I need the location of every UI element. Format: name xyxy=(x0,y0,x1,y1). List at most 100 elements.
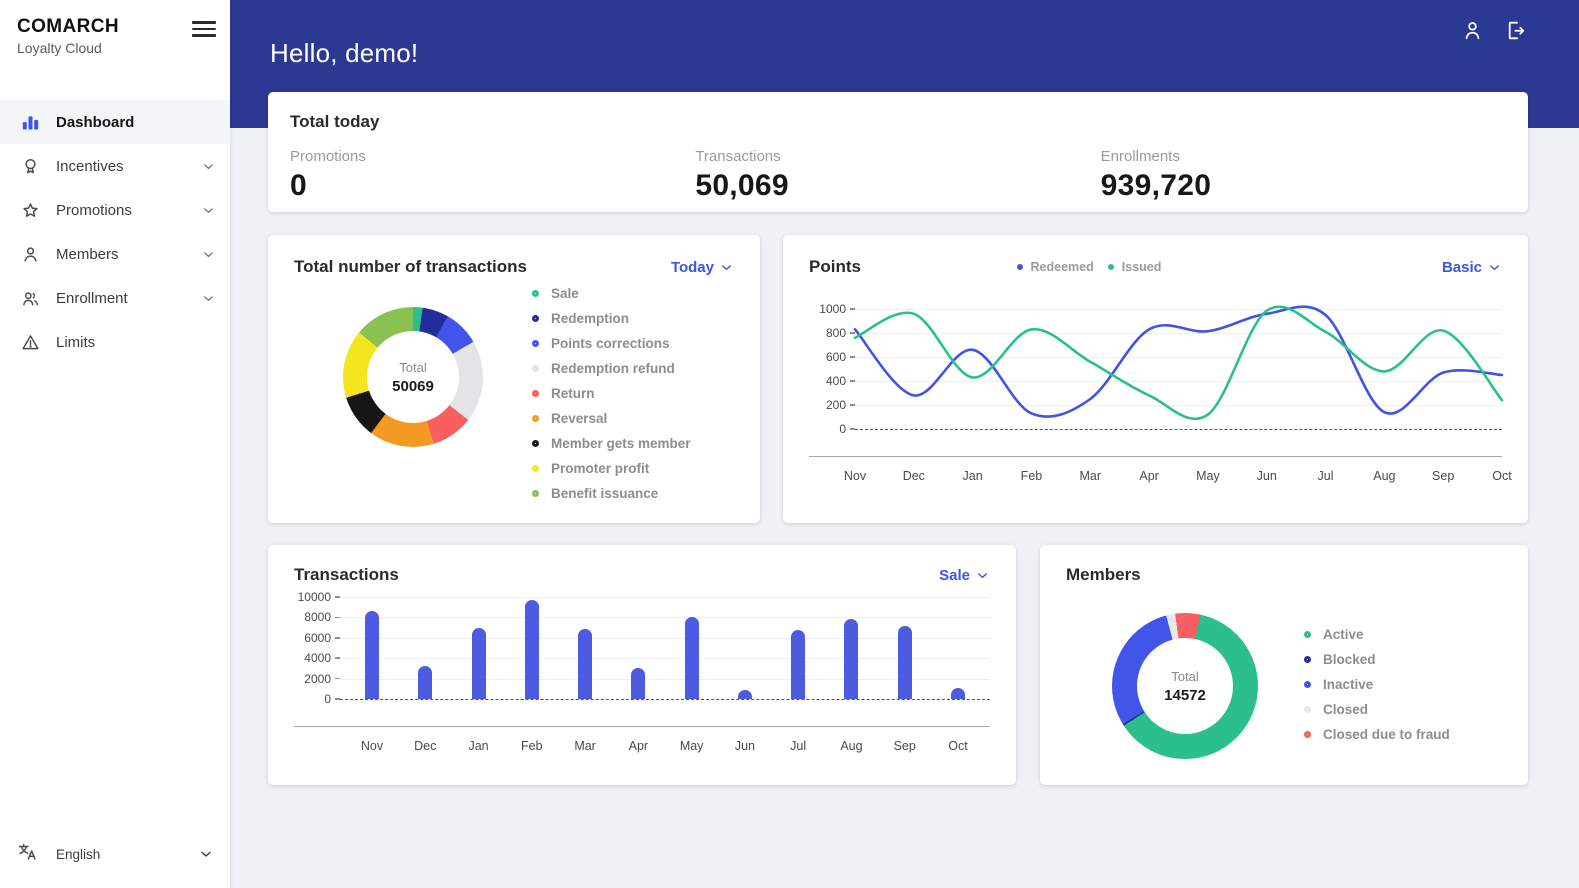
x-tick-label: Apr xyxy=(1139,469,1159,483)
legend-label: Issued xyxy=(1121,260,1162,274)
sidebar-item-label: Members xyxy=(56,245,119,263)
sidebar-item-label: Dashboard xyxy=(56,113,135,131)
x-tick-label: Jul xyxy=(1317,469,1334,483)
x-tick-label: Oct xyxy=(948,739,968,753)
legend-swatch-icon xyxy=(532,315,539,322)
x-tick-label: Aug xyxy=(840,739,863,753)
zero-baseline xyxy=(340,699,990,700)
x-tick-label: Feb xyxy=(1020,469,1043,483)
chevron-down-icon xyxy=(201,159,216,174)
legend-swatch-icon xyxy=(532,340,539,347)
x-tick-label: Mar xyxy=(574,739,596,753)
donut-center-label: Total xyxy=(1171,668,1199,684)
stat-label: Promotions xyxy=(290,148,366,165)
y-tick-label: 1000 xyxy=(819,302,846,316)
logout-icon[interactable] xyxy=(1501,17,1527,43)
dashboard-icon xyxy=(19,111,41,133)
legend-item[interactable]: Redeemed xyxy=(1016,260,1094,274)
legend-item[interactable]: Benefit issuance xyxy=(532,486,691,501)
stat-label: Transactions xyxy=(695,148,781,165)
legend-item[interactable]: Member gets member xyxy=(532,436,691,451)
transactions-monthly-card: Transactions Sale 10000 8000 6000 4000 2000 0… xyxy=(268,545,1016,785)
sidebar: COMARCH Loyalty Cloud Dashboard Incentiv… xyxy=(0,0,230,888)
sidebar-item-members[interactable]: Members xyxy=(0,232,230,276)
hamburger-icon[interactable] xyxy=(192,19,216,39)
period-filter[interactable]: Today xyxy=(671,259,734,276)
legend-item[interactable]: Reversal xyxy=(532,411,691,426)
legend-swatch-icon xyxy=(1304,706,1311,713)
points-card: Points Redeemed Issued Basic 1000 800 600 40… xyxy=(783,235,1528,523)
legend-item[interactable]: Promoter profit xyxy=(532,461,691,476)
logo: COMARCH Loyalty Cloud xyxy=(0,0,230,66)
legend-item[interactable]: Redemption xyxy=(532,311,691,326)
legend-item[interactable]: Closed xyxy=(1304,702,1450,717)
bars-x-axis: Nov Dec Jan Feb Mar Apr May Jun Jul Aug Sep Oct xyxy=(294,726,990,759)
logo-subtitle: Loyalty Cloud xyxy=(17,40,102,56)
enrollment-icon xyxy=(19,287,41,309)
account-icon[interactable] xyxy=(1459,17,1485,43)
sidebar-item-label: Promotions xyxy=(56,201,132,219)
legend-label: Member gets member xyxy=(551,436,691,451)
x-tick-label: Jan xyxy=(468,739,489,753)
legend-item[interactable]: Inactive xyxy=(1304,677,1450,692)
x-tick-label: Jul xyxy=(790,739,807,753)
x-tick-label: Apr xyxy=(628,739,649,753)
legend-item[interactable]: Return xyxy=(532,386,691,401)
card-title: Total today xyxy=(290,112,380,131)
legend-item[interactable]: Issued xyxy=(1107,260,1162,274)
stat-value: 0 xyxy=(290,169,307,202)
greeting: Hello, demo! xyxy=(270,38,419,68)
y-tick-label: 8000 xyxy=(304,610,331,625)
x-tick-label: Nov xyxy=(360,739,384,753)
legend-item[interactable]: Active xyxy=(1304,627,1450,642)
transactions-breakdown-card: Total number of transactions Today Total… xyxy=(268,235,760,523)
total-today-card: Total today Promotions 0 Transactions 50… xyxy=(268,92,1528,212)
zero-baseline xyxy=(855,429,1502,430)
x-tick-label: May xyxy=(1196,469,1220,483)
legend-item[interactable]: Points corrections xyxy=(532,336,691,351)
bar-may xyxy=(684,617,699,699)
language-selector[interactable]: English xyxy=(0,836,230,872)
sidebar-item-promotions[interactable]: Promotions xyxy=(0,188,230,232)
points-y-axis: 1000 800 600 400 200 0 xyxy=(809,302,855,436)
legend-label: Promoter profit xyxy=(551,461,650,476)
bar-jun xyxy=(737,689,752,699)
points-plot xyxy=(853,305,1504,430)
points-filter[interactable]: Basic xyxy=(1442,259,1502,276)
legend-label: Return xyxy=(551,386,595,401)
promotions-icon xyxy=(19,199,41,221)
legend-label: Redeemed xyxy=(1030,260,1094,274)
legend-item[interactable]: Blocked xyxy=(1304,652,1450,667)
legend-label: Sale xyxy=(551,286,579,301)
legend-swatch-icon xyxy=(1304,631,1311,638)
sidebar-item-enrollment[interactable]: Enrollment xyxy=(0,276,230,320)
x-tick-label: Oct xyxy=(1492,469,1512,483)
y-tick-label: 400 xyxy=(825,374,846,388)
legend-item[interactable]: Sale xyxy=(532,286,691,301)
bar-apr xyxy=(631,668,646,699)
x-tick-label: Mar xyxy=(1079,469,1102,483)
legend-label: Redemption refund xyxy=(551,361,675,376)
legend-label: Closed xyxy=(1323,702,1369,717)
card-title: Total number of transactions xyxy=(294,257,527,276)
sidebar-item-incentives[interactable]: Incentives xyxy=(0,144,230,188)
bar-mar xyxy=(578,628,593,699)
transaction-type-filter[interactable]: Sale xyxy=(939,567,990,584)
legend-item[interactable]: Redemption refund xyxy=(532,361,691,376)
sidebar-item-dashboard[interactable]: Dashboard xyxy=(0,100,230,144)
legend-item[interactable]: Closed due to fraud xyxy=(1304,727,1450,742)
y-tick-label: 0 xyxy=(324,692,331,706)
y-tick-label: 200 xyxy=(825,398,846,412)
sidebar-item-label: Enrollment xyxy=(56,289,128,307)
legend-swatch-icon xyxy=(532,290,539,297)
legend-label: Benefit issuance xyxy=(551,486,659,501)
members-card: Members Total 14572 Active Blocked Inactiv… xyxy=(1040,545,1528,785)
sidebar-item-limits[interactable]: Limits xyxy=(0,320,230,364)
stat-value: 939,720 xyxy=(1100,169,1212,202)
members-icon xyxy=(19,243,41,265)
legend-swatch-icon xyxy=(532,365,539,372)
donut-center-value: 50069 xyxy=(392,377,434,395)
legend-label: Reversal xyxy=(551,411,608,426)
incentives-icon xyxy=(19,155,41,177)
y-tick-label: 0 xyxy=(839,422,846,436)
